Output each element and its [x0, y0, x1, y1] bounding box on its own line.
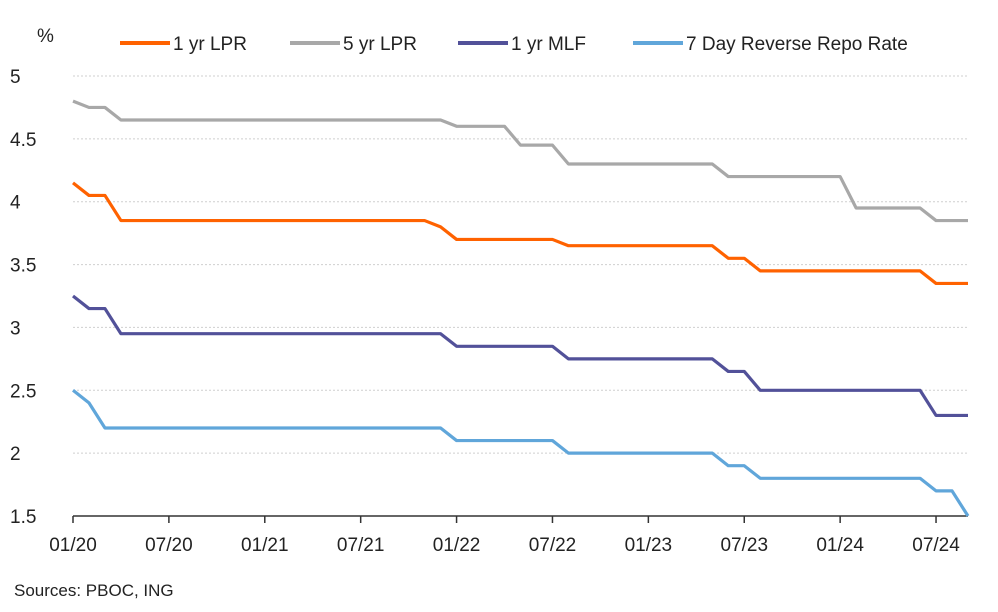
x-tick-label-07/22: 07/22: [529, 535, 577, 556]
y-tick-label-4.5: 4.5: [10, 130, 36, 151]
series-line-7-day-reverse-repo-rate: [72, 389, 970, 517]
axes: 1.5 2 2.5 3 3.5 4 4.5 5 01/20 07/20 01/21 07/21 01/2…: [10, 67, 968, 556]
y-tick-label-5: 5: [10, 67, 21, 88]
legend-label-1-yr-lpr: 1 yr LPR: [173, 34, 247, 55]
series-lines: [72, 99, 970, 517]
x-tick-label-01/23: 01/23: [625, 535, 673, 556]
x-tick-label-07/20: 07/20: [145, 535, 193, 556]
y-axis-unit-label: %: [37, 26, 54, 47]
x-tick-label-07/23: 07/23: [720, 535, 768, 556]
series-line-1-yr-lpr: [72, 181, 968, 286]
x-tick-label-07/24: 07/24: [912, 535, 960, 556]
x-tick-label-01/21: 01/21: [241, 535, 289, 556]
legend-label-7-day-reverse-repo-rate: 7 Day Reverse Repo Rate: [686, 34, 908, 55]
x-tick-label-01/24: 01/24: [816, 535, 864, 556]
series-line-1-yr-mlf: [72, 294, 968, 418]
y-tick-label-1.5: 1.5: [10, 507, 36, 528]
y-tick-label-2.5: 2.5: [10, 381, 36, 402]
y-tick-label-4: 4: [10, 193, 21, 214]
series-line-5-yr-lpr: [72, 99, 968, 223]
legend-label-1-yr-mlf: 1 yr MLF: [511, 34, 586, 55]
gridlines: [73, 75, 968, 454]
source-note: Sources: PBOC, ING: [14, 581, 174, 600]
x-tick-label-01/20: 01/20: [49, 535, 97, 556]
y-tick-label-2: 2: [10, 444, 21, 465]
y-tick-label-3: 3: [10, 318, 21, 339]
legend: 1 yr LPR 5 yr LPR 1 yr MLF 7 Day Reverse Re…: [120, 34, 908, 55]
x-tick-label-01/22: 01/22: [433, 535, 481, 556]
x-tick-label-07/21: 07/21: [337, 535, 385, 556]
legend-label-5-yr-lpr: 5 yr LPR: [343, 34, 417, 55]
y-tick-label-3.5: 3.5: [10, 256, 36, 277]
